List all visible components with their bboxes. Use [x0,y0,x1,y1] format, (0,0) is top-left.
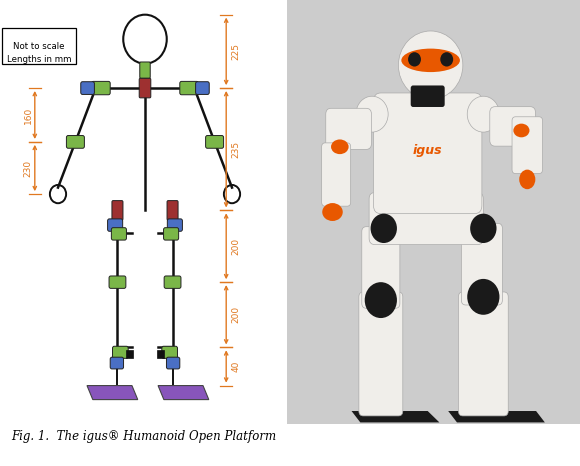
Ellipse shape [398,31,463,100]
FancyBboxPatch shape [2,28,76,63]
FancyBboxPatch shape [164,276,181,288]
Text: igus: igus [413,144,443,157]
FancyBboxPatch shape [166,357,180,369]
FancyBboxPatch shape [287,0,580,424]
Circle shape [470,213,496,243]
FancyBboxPatch shape [113,346,128,358]
Circle shape [467,279,499,315]
Polygon shape [158,385,209,399]
FancyBboxPatch shape [458,292,508,416]
Text: Not to scale
Lengths in mm: Not to scale Lengths in mm [7,42,71,63]
FancyBboxPatch shape [322,143,351,206]
Text: 225: 225 [231,43,241,60]
FancyBboxPatch shape [461,223,502,305]
FancyBboxPatch shape [157,350,164,358]
Circle shape [467,96,499,132]
FancyBboxPatch shape [167,200,178,220]
FancyBboxPatch shape [162,346,177,358]
FancyBboxPatch shape [112,200,123,220]
FancyBboxPatch shape [195,82,209,95]
Text: 160: 160 [23,106,32,123]
FancyBboxPatch shape [411,85,445,107]
FancyBboxPatch shape [369,192,483,245]
FancyBboxPatch shape [126,350,133,358]
Text: Fig. 1.  The igus® Humanoid Open Platform: Fig. 1. The igus® Humanoid Open Platform [12,430,277,443]
FancyBboxPatch shape [66,136,85,148]
Ellipse shape [322,203,343,221]
FancyBboxPatch shape [512,117,542,173]
FancyBboxPatch shape [362,226,400,308]
Polygon shape [351,411,440,422]
FancyBboxPatch shape [109,276,126,288]
Polygon shape [87,385,138,399]
FancyBboxPatch shape [326,108,371,150]
Ellipse shape [519,170,535,189]
FancyBboxPatch shape [111,228,126,240]
FancyBboxPatch shape [140,62,150,78]
FancyBboxPatch shape [139,78,151,98]
Circle shape [371,213,397,243]
FancyBboxPatch shape [110,357,124,369]
FancyBboxPatch shape [164,228,179,240]
FancyBboxPatch shape [206,136,224,148]
FancyBboxPatch shape [92,82,110,95]
FancyBboxPatch shape [168,219,183,231]
FancyBboxPatch shape [359,292,403,416]
FancyBboxPatch shape [81,82,95,95]
FancyBboxPatch shape [180,82,198,95]
Circle shape [356,96,388,132]
Polygon shape [448,411,545,422]
Text: 40: 40 [231,361,241,372]
Text: 200: 200 [231,306,241,323]
FancyBboxPatch shape [490,107,535,146]
Ellipse shape [513,123,530,137]
Text: 230: 230 [23,159,32,177]
Text: 200: 200 [231,238,241,255]
Circle shape [365,282,397,318]
Ellipse shape [331,139,349,154]
FancyBboxPatch shape [107,219,122,231]
Circle shape [408,52,421,67]
Text: 235: 235 [231,141,241,158]
Ellipse shape [401,48,460,72]
FancyBboxPatch shape [374,93,482,213]
Circle shape [440,52,453,67]
